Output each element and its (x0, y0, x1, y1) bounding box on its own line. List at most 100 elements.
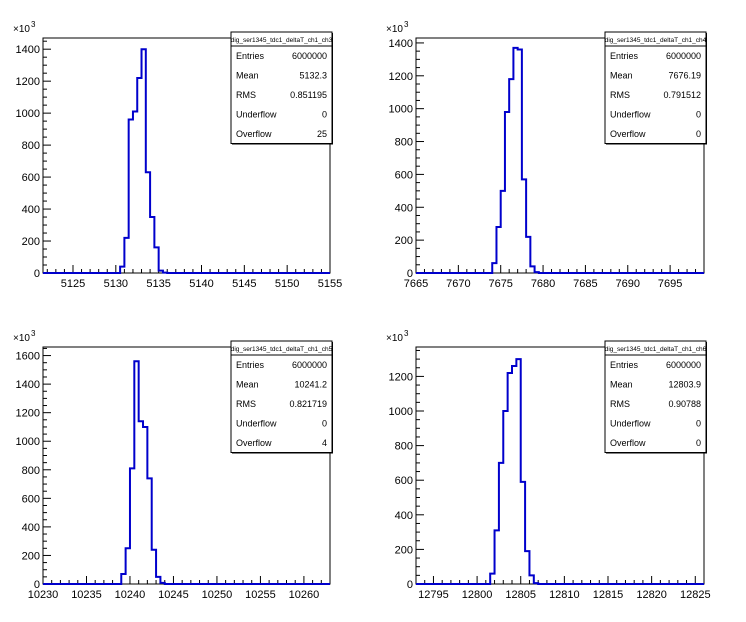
histogram-panel-2: 0 200 400 600 800 1000 1200 1400 7665 7670 7675 768… (386, 20, 707, 290)
histogram-line (43, 360, 330, 585)
y-tick-label: 0 (407, 268, 413, 280)
x-tick-label: 12810 (549, 589, 580, 601)
x-tick-label: 12805 (505, 589, 536, 601)
x-tick-label: 12795 (418, 589, 449, 601)
stats-value-entries: 6000000 (292, 51, 327, 61)
histogram-panel-3: 0 200 400 600 800 1000 1200 1400 1600 10230 10235 1… (13, 329, 333, 601)
x-tick-label: 5140 (189, 278, 213, 290)
x-tick-label: 5135 (146, 278, 170, 290)
stats-value-mean: 5132.3 (299, 71, 327, 81)
stats-label-rms: RMS (236, 399, 256, 409)
y-tick-label: 400 (22, 204, 40, 216)
stats-label-rms: RMS (610, 399, 630, 409)
x-tick-label: 7690 (616, 278, 640, 290)
y-multiplier-exponent: 3 (31, 20, 36, 29)
stats-label-overflow: Overflow (236, 129, 272, 139)
stats-label-entries: Entries (236, 51, 265, 61)
y-tick-label: 400 (395, 510, 413, 522)
x-tick-label: 10230 (28, 589, 59, 601)
stats-value-rms: 0.821719 (289, 399, 327, 409)
x-tick-label: 5150 (275, 278, 299, 290)
x-tick-label: 12815 (593, 589, 624, 601)
y-tick-label: 0 (407, 579, 413, 591)
x-tick-label: 10240 (115, 589, 146, 601)
x-tick-label: 5125 (61, 278, 85, 290)
stats-label-overflow: Overflow (610, 129, 646, 139)
x-tick-label: 10245 (158, 589, 189, 601)
x-tick-label: 7695 (658, 278, 682, 290)
y-tick-label: 1000 (389, 104, 413, 116)
stats-value-underflow: 0 (322, 110, 327, 120)
y-tick-label: 1000 (16, 436, 40, 448)
stats-label-rms: RMS (236, 90, 256, 100)
y-multiplier-label: ×10 (13, 24, 30, 35)
stats-label-underflow: Underflow (610, 110, 651, 120)
x-tick-label: 5145 (232, 278, 256, 290)
stats-value-rms: 0.791512 (663, 90, 701, 100)
histogram-line (43, 48, 330, 274)
y-tick-label: 1000 (389, 406, 413, 418)
y-tick-label: 1200 (389, 371, 413, 383)
y-multiplier-label: ×10 (386, 333, 403, 344)
stats-box-title: dig_ser1345_tdc1_deltaT_ch1_ch4 (605, 37, 707, 44)
y-tick-label: 1200 (16, 76, 40, 88)
stats-value-mean: 10241.2 (294, 380, 327, 390)
y-tick-label: 800 (22, 140, 40, 152)
x-tick-label: 7685 (573, 278, 597, 290)
x-tick-label: 12800 (462, 589, 493, 601)
histogram-bin (512, 366, 516, 584)
y-tick-label: 400 (22, 522, 40, 534)
y-multiplier-exponent: 3 (31, 329, 36, 338)
stats-label-mean: Mean (236, 380, 259, 390)
y-tick-label: 1400 (16, 44, 40, 56)
stats-value-overflow: 0 (696, 438, 701, 448)
y-tick-label: 200 (22, 550, 40, 562)
stats-value-overflow: 25 (317, 129, 327, 139)
x-tick-label: 7670 (446, 278, 470, 290)
stats-value-entries: 6000000 (666, 360, 701, 370)
x-tick-label: 7680 (531, 278, 555, 290)
x-tick-label: 12820 (636, 589, 667, 601)
stats-label-entries: Entries (610, 51, 639, 61)
y-tick-label: 400 (395, 202, 413, 214)
stats-value-entries: 6000000 (666, 51, 701, 61)
stats-value-rms: 0.851195 (290, 90, 327, 100)
stats-box: dig_ser1345_tdc1_deltaT_ch1_ch6 Entries 60… (604, 340, 707, 454)
stats-value-overflow: 4 (322, 438, 327, 448)
y-tick-label: 1000 (16, 108, 40, 120)
stats-box-frame (604, 31, 707, 144)
stats-label-rms: RMS (610, 90, 630, 100)
y-tick-label: 600 (22, 172, 40, 184)
y-tick-label: 600 (22, 493, 40, 505)
stats-box-title: dig_ser1345_tdc1_deltaT_ch1_ch5 (231, 346, 333, 353)
y-multiplier-label: ×10 (386, 24, 403, 35)
y-tick-label: 600 (395, 169, 413, 181)
y-tick-label: 200 (395, 235, 413, 247)
y-tick-label: 600 (395, 475, 413, 487)
histogram-bin (513, 48, 517, 273)
stats-value-overflow: 0 (696, 129, 701, 139)
y-multiplier-exponent: 3 (404, 20, 409, 29)
y-multiplier-label: ×10 (13, 333, 30, 344)
y-tick-label: 200 (22, 236, 40, 248)
stats-value-mean: 7676.19 (668, 71, 701, 81)
stats-box-frame (230, 340, 333, 453)
x-tick-label: 7675 (488, 278, 512, 290)
histogram-panel-1: 0 200 400 600 800 1000 1200 1400 5125 5130 5135 514… (13, 20, 342, 290)
y-tick-label: 1600 (16, 351, 40, 363)
x-tick-label: 10255 (245, 589, 276, 601)
x-tick-label: 10260 (289, 589, 320, 601)
y-tick-label: 1400 (16, 379, 40, 391)
y-tick-label: 200 (395, 544, 413, 556)
y-multiplier-exponent: 3 (404, 329, 409, 338)
x-tick-label: 10250 (202, 589, 233, 601)
stats-value-underflow: 0 (696, 419, 701, 429)
y-tick-label: 800 (22, 465, 40, 477)
y-tick-label: 800 (395, 441, 413, 453)
stats-label-mean: Mean (236, 71, 259, 81)
stats-value-rms: 0.90788 (668, 399, 701, 409)
stats-label-underflow: Underflow (236, 110, 277, 120)
x-tick-label: 5155 (318, 278, 342, 290)
y-tick-label: 1200 (389, 71, 413, 83)
